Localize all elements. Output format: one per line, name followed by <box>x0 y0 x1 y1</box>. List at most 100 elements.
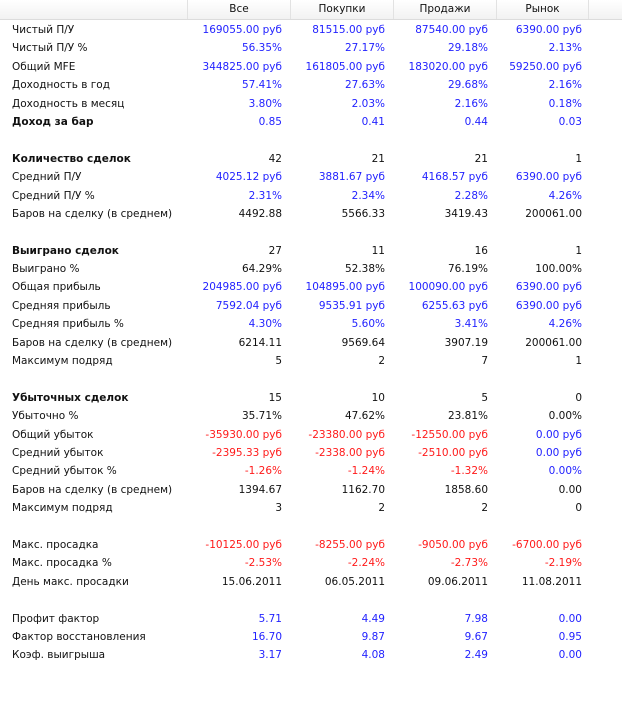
table-row: Баров на сделку (в среднем) 6214.11 9569.6… <box>0 334 622 352</box>
row-value: 169055.00 руб <box>202 24 282 36</box>
row-value: 6390.00 руб <box>515 171 582 184</box>
row-value: 204985.00 руб <box>202 281 282 294</box>
table-row: Общая прибыль 204985.00 руб 104895.00 руб 1… <box>0 278 622 296</box>
row-value: 100090.00 руб <box>408 281 488 294</box>
row-value: 16.70 <box>251 630 282 643</box>
row-label: Чистый П/У <box>12 24 75 36</box>
table-row: Средний убыток % -1.26% -1.24% -1.32% 0.00% <box>0 462 622 480</box>
row-value: 16 <box>474 244 488 257</box>
row-value: 2 <box>378 355 385 368</box>
row-value: 29.18% <box>447 42 488 55</box>
row-value: 2.03% <box>351 97 385 110</box>
table-row: Общий MFE 344825.00 руб 161805.00 руб 18302… <box>0 58 622 76</box>
header-all[interactable]: Все <box>188 0 291 19</box>
table-row: Средняя прибыль % 4.30% 5.60% 3.41% 4.26% <box>0 315 622 333</box>
row-value: -1.26% <box>244 465 282 478</box>
table-row: Макс. просадка % -2.53% -2.24% -2.73% -2.19% <box>0 554 622 572</box>
table-row: Количество сделок 42 21 21 1 <box>0 150 622 168</box>
row-value: 2.16% <box>454 97 488 110</box>
row-value: -2.24% <box>347 557 385 570</box>
row-label: Чистый П/У % <box>12 42 88 55</box>
row-value: 9569.64 <box>341 336 385 349</box>
header-buys[interactable]: Покупки <box>291 0 394 19</box>
row-label: Доходность в месяц <box>12 97 125 110</box>
table-row: Доходность в месяц 3.80% 2.03% 2.16% 0.18% <box>0 95 622 113</box>
row-value: 104895.00 руб <box>305 281 385 294</box>
row-value: 200061.00 <box>525 336 582 349</box>
row-value: 15.06.2011 <box>221 575 282 588</box>
row-value: 0.00% <box>548 465 582 478</box>
row-value: 4168.57 руб <box>421 171 488 184</box>
table-row: Чистый П/У 169055.00 руб 81515.00 руб 87540… <box>0 21 622 39</box>
row-value: 23.81% <box>447 410 488 423</box>
row-value: 3881.67 руб <box>318 171 385 184</box>
row-value: 0 <box>575 391 582 404</box>
row-value: 47.62% <box>344 410 385 423</box>
row-value: -2.53% <box>244 557 282 570</box>
row-value: 5.60% <box>351 318 385 331</box>
row-value: 21 <box>371 152 385 165</box>
row-value: 27.63% <box>344 79 385 92</box>
row-value: -1.32% <box>450 465 488 478</box>
row-value: 6390.00 руб <box>515 299 582 312</box>
table-row: Средний П/У % 2.31% 2.34% 2.28% 4.26% <box>0 187 622 205</box>
row-label: Общая прибыль <box>12 281 101 294</box>
row-value: 3907.19 <box>444 336 488 349</box>
row-value: -2.19% <box>544 557 582 570</box>
row-value: -35930.00 руб <box>205 428 282 441</box>
table-row: Убыточных сделок 15 10 5 0 <box>0 389 622 407</box>
row-label: Макс. просадка <box>12 538 99 551</box>
row-value: 6390.00 руб <box>515 24 582 36</box>
row-value: 1394.67 <box>238 483 282 496</box>
row-value: 4.08 <box>361 649 385 662</box>
header-market[interactable]: Рынок <box>497 0 589 19</box>
row-value: 3.17 <box>258 649 282 662</box>
row-value: 0.18% <box>548 97 582 110</box>
table-row: Средняя прибыль 7592.04 руб 9535.91 руб 625… <box>0 297 622 315</box>
row-value: 4.26% <box>548 189 582 202</box>
table-row: Максимум подряд 3 2 2 0 <box>0 499 622 517</box>
row-value: 0.95 <box>558 630 582 643</box>
row-value: 0.00 руб <box>535 428 582 441</box>
row-label: Баров на сделку (в среднем) <box>12 483 173 496</box>
row-value: 42 <box>268 152 282 165</box>
row-value: 3.80% <box>248 97 282 110</box>
row-value: 2.31% <box>248 189 282 202</box>
row-value: 5 <box>481 391 488 404</box>
row-label: Макс. просадка % <box>12 557 112 570</box>
table-row: Чистый П/У % 56.35% 27.17% 29.18% 2.13% <box>0 39 622 57</box>
row-label: Выиграно сделок <box>12 244 119 257</box>
table-row: Общий убыток -35930.00 руб -23380.00 руб -1… <box>0 426 622 444</box>
row-value: 0.41 <box>361 115 385 128</box>
row-value: 3419.43 <box>444 207 488 220</box>
header-sells[interactable]: Продажи <box>394 0 497 19</box>
row-value: 81515.00 руб <box>312 24 385 36</box>
row-value: 21 <box>474 152 488 165</box>
row-value: 29.68% <box>447 79 488 92</box>
row-value: 6214.11 <box>238 336 282 349</box>
row-label: Средняя прибыль <box>12 299 111 312</box>
row-value: 7.98 <box>464 612 488 625</box>
row-label: Максимум подряд <box>12 502 113 515</box>
row-value: 27.17% <box>344 42 385 55</box>
row-label: Максимум подряд <box>12 355 113 368</box>
spacer-row <box>0 518 622 536</box>
row-label: Доход за бар <box>12 115 94 128</box>
row-value: 09.06.2011 <box>427 575 488 588</box>
table-row: Баров на сделку (в среднем) 1394.67 1162.7… <box>0 481 622 499</box>
row-value: 64.29% <box>241 263 282 276</box>
row-value: 9535.91 руб <box>318 299 385 312</box>
row-value: 35.71% <box>241 410 282 423</box>
row-label: Общий убыток <box>12 428 94 441</box>
table-row: Баров на сделку (в среднем) 4492.88 5566.3… <box>0 205 622 223</box>
row-value: -2338.00 руб <box>315 446 385 459</box>
row-value: 1 <box>575 152 582 165</box>
row-value: 2 <box>481 502 488 515</box>
row-value: 56.35% <box>241 42 282 55</box>
row-label: Средний П/У % <box>12 189 95 202</box>
row-value: 0.00 <box>558 649 582 662</box>
row-value: -6700.00 руб <box>512 538 582 551</box>
row-value: 27 <box>268 244 282 257</box>
row-label: Средний убыток % <box>12 465 117 478</box>
spacer-row <box>0 591 622 609</box>
